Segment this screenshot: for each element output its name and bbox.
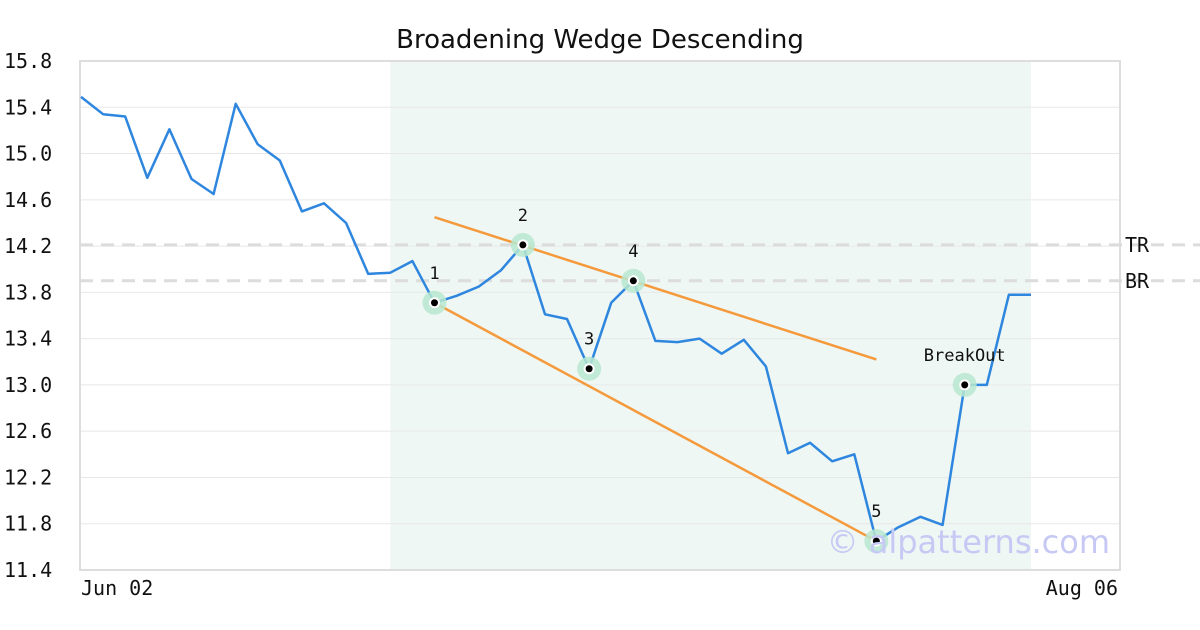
pattern-point [872, 537, 880, 545]
y-tick-label: 13.8 [4, 280, 52, 304]
series-line [80, 95, 1031, 543]
y-axis: 11.4 11.8 12.2 12.6 13.0 13.4 13.8 14.2 14.6 15.0… [4, 49, 52, 582]
trend-lines-layer [433, 215, 877, 543]
y-tick-label: 15.0 [4, 142, 52, 166]
pattern-points-layer: 1 2 3 4 5 BreakOut [422, 206, 1006, 554]
y-tick-label: 13.4 [4, 327, 52, 351]
reference-lines-layer: TR BR [80, 233, 1200, 293]
highlight-region-layer [390, 62, 1031, 570]
watermark: © alpatterns.com [827, 523, 1110, 561]
y-tick-label: 14.2 [4, 234, 52, 258]
y-tick-label: 11.8 [4, 512, 52, 536]
pattern-point [961, 381, 969, 389]
pattern-point [519, 241, 527, 249]
chart-title: Broadening Wedge Descending [396, 25, 804, 55]
pattern-point-label: 2 [518, 206, 528, 226]
pattern-point-label: 5 [871, 502, 881, 522]
x-tick-label: Aug 06 [1046, 576, 1118, 600]
series-layer [80, 95, 1031, 543]
pattern-point [629, 277, 637, 285]
pattern-point-label: 4 [628, 242, 638, 262]
y-tick-label: 11.4 [4, 558, 52, 582]
trend-line [434, 215, 877, 361]
y-tick-label: 15.4 [4, 95, 52, 119]
pattern-point-label: 3 [584, 330, 594, 350]
plot-frame [79, 60, 1121, 571]
pattern-point [430, 299, 438, 307]
pattern-point-label: 1 [429, 264, 439, 284]
y-tick-label: 14.6 [4, 188, 52, 212]
y-tick-label: 12.2 [4, 465, 52, 489]
y-tick-label: 12.6 [4, 419, 52, 443]
highlight-region [390, 62, 1031, 570]
pattern-point-label: BreakOut [924, 346, 1006, 366]
reference-label: BR [1125, 269, 1150, 293]
pattern-point [585, 365, 593, 373]
y-tick-label: 13.0 [4, 373, 52, 397]
reference-label: TR [1125, 233, 1150, 257]
trend-line [433, 301, 877, 543]
x-axis: Jun 02 Aug 06 [81, 576, 1118, 600]
y-tick-label: 15.8 [4, 49, 52, 73]
x-tick-label: Jun 02 [81, 576, 153, 600]
